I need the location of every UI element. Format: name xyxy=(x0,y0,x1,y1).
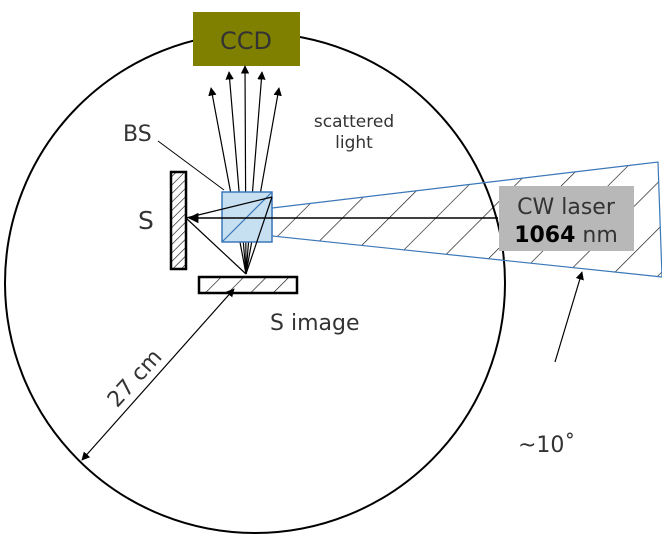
sample-image-plate xyxy=(197,275,299,295)
ccd-detector xyxy=(193,12,300,66)
angle-label: ~10˚ xyxy=(518,433,575,458)
radius-label: 27 cm xyxy=(103,345,167,413)
bs-label: BS xyxy=(123,122,152,147)
laser-name-label: CW laser xyxy=(517,195,616,220)
laser-wavelength-label: 1064 nm xyxy=(514,223,618,248)
scattered-light-label-line1: scattered xyxy=(314,112,394,132)
imaging-rays xyxy=(185,196,273,275)
ray-3 xyxy=(240,65,250,275)
sample-label: S xyxy=(138,206,154,235)
scattered-light-rays xyxy=(208,65,282,275)
ray-4 xyxy=(245,71,266,275)
bs-leader-line xyxy=(157,140,225,191)
laser-wavelength-value: 1064 xyxy=(514,223,575,248)
angle-pointer-arrow xyxy=(554,271,584,363)
sample-image-label: S image xyxy=(270,311,359,336)
ray-2 xyxy=(225,71,247,275)
beamsplitter-diagonal xyxy=(221,191,273,243)
ray-5 xyxy=(245,87,282,275)
laser-label-box xyxy=(499,186,634,251)
scattered-light-label-line2: light xyxy=(335,133,373,153)
radius-arrow xyxy=(81,288,235,461)
laser-wavelength-unit: nm xyxy=(582,223,617,248)
sample-plate xyxy=(169,170,188,271)
ccd-label: CCD xyxy=(220,27,272,55)
ray-1 xyxy=(208,87,247,275)
